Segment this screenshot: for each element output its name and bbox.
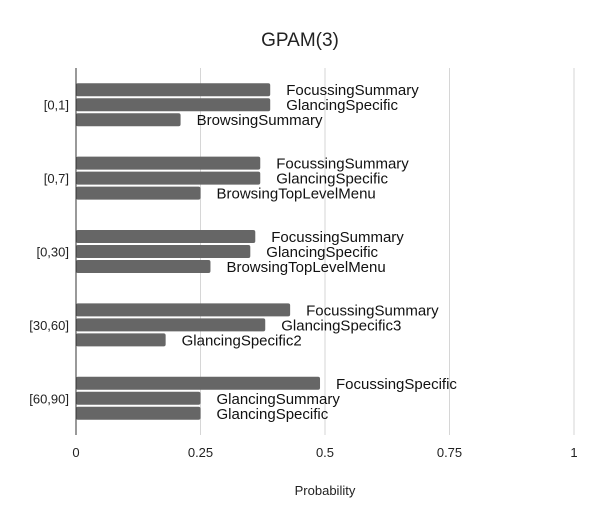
bar-label: GlancingSpecific3 [281, 317, 401, 334]
bar-label: FocussingSummary [306, 302, 439, 319]
bar-label: BrowsingTopLevelMenu [217, 186, 376, 203]
bar [76, 260, 211, 273]
category-label: [0,7] [44, 171, 69, 186]
bar [76, 171, 261, 185]
bar [76, 186, 201, 200]
bar-label: FocussingSummary [271, 229, 404, 246]
bar-label: GlancingSpecific2 [182, 332, 302, 349]
bar-label: GlancingSpecific [276, 171, 388, 188]
bar-label: FocussingSummary [276, 156, 409, 173]
bar [76, 376, 321, 390]
bar [76, 83, 271, 97]
x-tick-label: 0.75 [437, 445, 462, 460]
category-label: [30,60] [29, 318, 69, 333]
category-label: [0,1] [44, 98, 69, 113]
x-tick-labels: 0 0.25 0.5 0.75 1 [72, 445, 577, 460]
x-tick-label: 1 [570, 445, 577, 460]
category-label: [60,90] [29, 391, 69, 406]
bar [76, 98, 271, 112]
bar [76, 245, 251, 258]
bar [76, 303, 291, 317]
x-tick-label: 0.25 [188, 445, 213, 460]
bar [76, 406, 201, 420]
category-labels: [0,1] [0,7] [0,30] [30,60] [60,90] [29, 98, 69, 407]
bar [76, 113, 181, 127]
bar-label: GlancingSpecific [217, 406, 329, 423]
bar-label: BrowsingTopLevelMenu [226, 259, 385, 276]
gridlines [200, 68, 575, 435]
bars [76, 83, 321, 420]
x-tick-label: 0 [72, 445, 79, 460]
bar-label: GlancingSpecific [266, 244, 378, 261]
category-label: [0,30] [36, 245, 69, 260]
bar [76, 318, 266, 332]
x-tick-label: 0.5 [316, 445, 334, 460]
bar [76, 156, 261, 170]
bar [76, 230, 256, 243]
bar [76, 333, 166, 347]
bar-labels: FocussingSummaryGlancingSpecificBrowsing… [182, 82, 458, 423]
bar-label: BrowsingSummary [197, 112, 323, 129]
bar-label: GlancingSummary [217, 391, 341, 408]
bar-label: FocussingSummary [286, 82, 419, 99]
bar [76, 391, 201, 405]
chart-title: GPAM(3) [261, 30, 339, 51]
x-axis-label: Probability [295, 483, 356, 498]
bar-label: GlancingSpecific [286, 97, 398, 114]
bar-label: FocussingSpecific [336, 376, 457, 393]
